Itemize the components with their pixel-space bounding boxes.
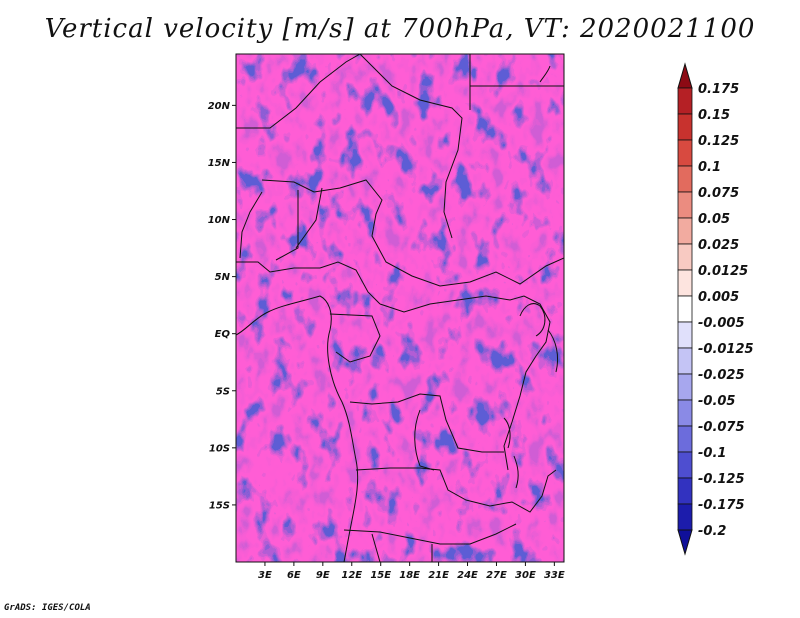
lat-tick-label: 10S [209,443,230,454]
colorbar-label: -0.2 [698,524,726,539]
lat-tick-label: 15N [208,158,231,169]
lat-tick-label: 5S [216,386,230,397]
lat-tick-label: 20N [208,101,231,112]
lon-tick-label: 9E [316,570,330,581]
lon-tick-label: 3E [258,570,272,581]
grads-credit: GrADS: IGES/COLA [4,603,91,613]
colorbar-segment [677,503,693,531]
colorbar-segment [677,243,693,271]
colorbar-label: -0.1 [698,446,726,461]
colorbar-segment [677,399,693,427]
longitude-axis: 3E 6E 9E 12E 15E 18E 21E 24E 27E 30E 33E [258,562,565,581]
lat-tick-label: EQ [215,329,231,340]
colorbar-label: -0.075 [698,420,745,435]
lat-tick-label: 5N [215,272,231,283]
lon-tick-label: 27E [486,570,507,581]
colorbar-bottom-arrow [677,529,693,556]
colorbar-segment [677,321,693,349]
colorbar: 0.175 0.15 0.125 0.1 0.075 0.05 0.025 0.0125 0.0… [677,62,754,556]
colorbar-label: 0.175 [698,82,739,97]
map-title: Vertical velocity [m/s] at 700hPa, VT: 2… [44,14,756,44]
colorbar-segment [677,451,693,479]
colorbar-segment [677,139,693,167]
latitude-axis: 20N 15N 10N 5N EQ 5S 10S 15S [208,101,236,511]
colorbar-label: -0.005 [698,316,745,331]
colorbar-label: 0.0125 [698,264,748,279]
colorbar-label: 0.1 [698,160,721,175]
lat-tick-label: 15S [209,500,230,511]
lon-tick-label: 6E [287,570,301,581]
colorbar-segment [677,191,693,219]
colorbar-segment [677,269,693,297]
lon-tick-label: 30E [515,570,536,581]
colorbar-segment [677,425,693,453]
lon-tick-label: 21E [428,570,449,581]
colorbar-label: -0.0125 [698,342,754,357]
lon-tick-label: 24E [457,570,478,581]
lon-tick-label: 18E [399,570,420,581]
colorbar-segment [677,87,693,115]
colorbar-label: -0.05 [698,394,735,409]
colorbar-segment [677,217,693,245]
lat-tick-label: 10N [208,215,231,226]
country-borders [236,54,564,562]
colorbar-segment [677,347,693,375]
colorbar-label: -0.025 [698,368,745,383]
colorbar-label: 0.025 [698,238,739,253]
colorbar-segment [677,373,693,401]
colorbar-label: 0.125 [698,134,739,149]
lon-tick-label: 33E [544,570,565,581]
colorbar-label: 0.05 [698,212,730,227]
colorbar-segment [677,165,693,193]
colorbar-top-arrow [677,62,693,89]
map-frame [235,53,565,563]
colorbar-segment [677,295,693,323]
lon-tick-label: 12E [341,570,362,581]
colorbar-label: -0.175 [698,498,745,513]
colorbar-segment [677,113,693,141]
velocity-field [236,54,564,562]
colorbar-label: 0.075 [698,186,739,201]
colorbar-label: 0.005 [698,290,739,305]
colorbar-label: 0.15 [698,108,730,123]
lon-tick-label: 15E [370,570,391,581]
colorbar-label: -0.125 [698,472,745,487]
colorbar-segment [677,477,693,505]
